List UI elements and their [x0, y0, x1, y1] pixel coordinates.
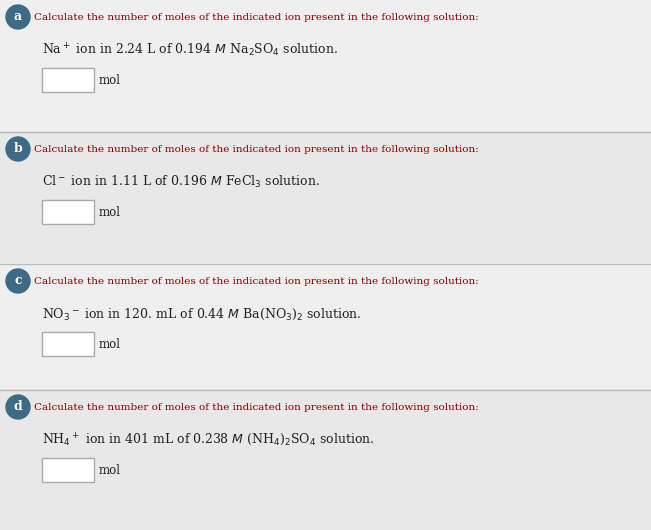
Circle shape: [6, 269, 30, 293]
Text: Cl$^-$ ion in 1.11 L of 0.196 $\mathit{M}$ FeCl$_3$ solution.: Cl$^-$ ion in 1.11 L of 0.196 $\mathit{M…: [42, 174, 320, 190]
Bar: [42, 458, 94, 482]
Bar: [0, 132, 651, 263]
Text: Na$^+$ ion in 2.24 L of 0.194 $\mathit{M}$ Na$_2$SO$_4$ solution.: Na$^+$ ion in 2.24 L of 0.194 $\mathit{M…: [42, 41, 338, 59]
Text: Calculate the number of moles of the indicated ion present in the following solu: Calculate the number of moles of the ind…: [34, 13, 478, 22]
Bar: [0, 0, 651, 131]
Circle shape: [6, 5, 30, 29]
Text: Calculate the number of moles of the indicated ion present in the following solu: Calculate the number of moles of the ind…: [34, 402, 478, 411]
Text: NH$_4$$^+$ ion in 401 mL of 0.238 $\mathit{M}$ (NH$_4$)$_2$SO$_4$ solution.: NH$_4$$^+$ ion in 401 mL of 0.238 $\math…: [42, 432, 374, 448]
Bar: [42, 200, 94, 224]
Text: Calculate the number of moles of the indicated ion present in the following solu: Calculate the number of moles of the ind…: [34, 145, 478, 154]
Bar: [0, 264, 651, 389]
Text: mol: mol: [99, 338, 121, 350]
Text: mol: mol: [99, 206, 121, 218]
Circle shape: [6, 137, 30, 161]
Text: b: b: [14, 143, 22, 155]
Text: NO$_3$$^-$ ion in 120. mL of 0.44 $\mathit{M}$ Ba(NO$_3$)$_2$ solution.: NO$_3$$^-$ ion in 120. mL of 0.44 $\math…: [42, 306, 361, 322]
Circle shape: [6, 395, 30, 419]
Text: Calculate the number of moles of the indicated ion present in the following solu: Calculate the number of moles of the ind…: [34, 277, 478, 286]
Text: a: a: [14, 11, 22, 23]
Text: d: d: [14, 401, 22, 413]
Text: mol: mol: [99, 464, 121, 476]
Text: mol: mol: [99, 74, 121, 86]
Bar: [42, 68, 94, 92]
Text: c: c: [14, 275, 22, 287]
Bar: [0, 390, 651, 530]
Bar: [42, 332, 94, 356]
